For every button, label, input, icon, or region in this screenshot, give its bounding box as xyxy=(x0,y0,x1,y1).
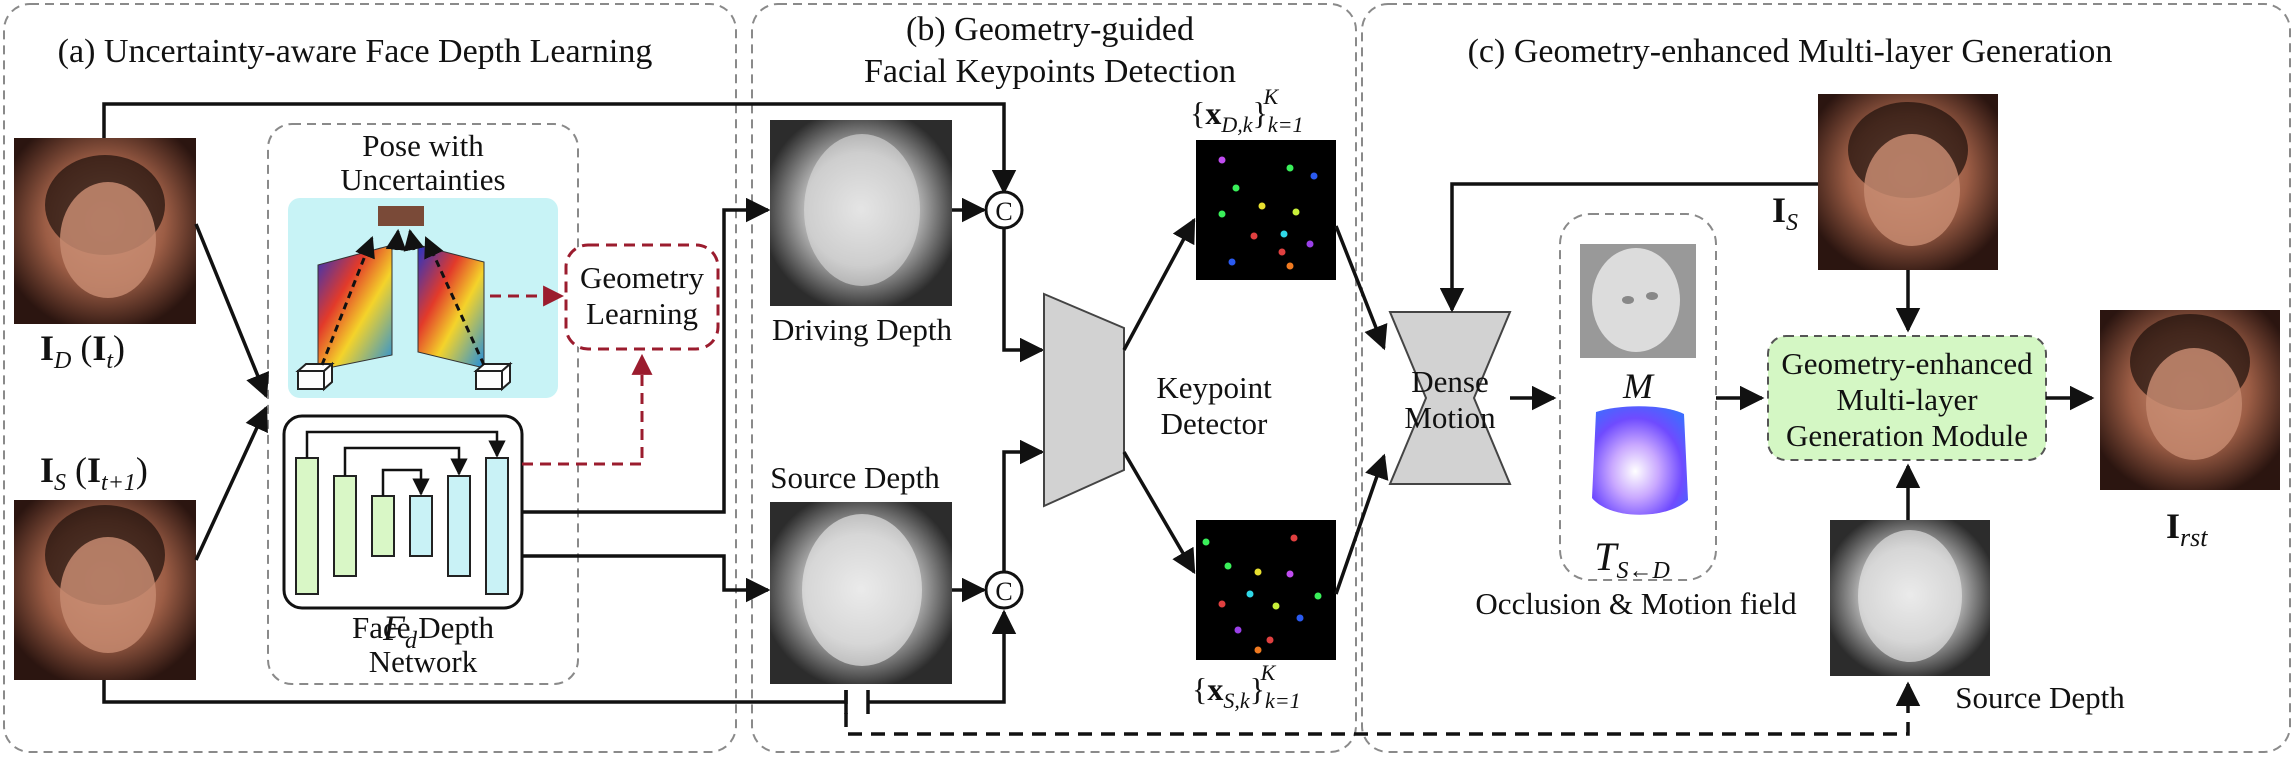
t-symbol: TS←D xyxy=(1594,534,1670,584)
fd-symbol: Fd xyxy=(382,608,418,654)
driving-face-image xyxy=(14,138,196,324)
detector-line2: Detector xyxy=(1161,406,1268,441)
geometry-line2: Learning xyxy=(586,296,698,331)
geometry-learning-box xyxy=(564,243,720,351)
depth-net-line1: Face Depth xyxy=(352,610,495,645)
depth-net-line2: Network xyxy=(369,644,478,679)
label-i-s-c: IS xyxy=(1772,190,1798,236)
m-symbol: M xyxy=(1622,366,1655,406)
source-face-image xyxy=(14,500,196,680)
panel-b-frame xyxy=(751,3,1357,753)
unet-enc-1 xyxy=(295,457,319,595)
source-depth-label-c: Source Depth xyxy=(1955,680,2125,715)
unet-enc-3 xyxy=(371,495,395,557)
motion-field-image xyxy=(1580,406,1696,522)
camera-left xyxy=(295,361,335,392)
unet-dec-2 xyxy=(447,475,471,577)
panel-c-frame xyxy=(1361,3,2291,753)
keypoint-map-driving xyxy=(1196,140,1336,280)
concat-top-symbol: C xyxy=(995,197,1012,226)
module-line1: Geometry-enhanced xyxy=(1781,346,2033,381)
source-depth-image xyxy=(770,502,952,684)
pose-label-line1: Pose with xyxy=(362,128,484,163)
panel-a-title: (a) Uncertainty-aware Face Depth Learnin… xyxy=(58,33,653,70)
unet-dec-3 xyxy=(485,457,509,595)
uncertainty-map-left xyxy=(317,244,393,371)
source-depth-label: Source Depth xyxy=(770,460,940,495)
label-i-rst: Irst xyxy=(2166,506,2208,552)
dense-motion-block xyxy=(1388,311,1512,485)
keypoint-map-source xyxy=(1196,520,1336,660)
unet-enc-2 xyxy=(333,475,357,577)
keypoint-detector xyxy=(1043,292,1125,508)
driving-depth-label: Driving Depth xyxy=(772,312,952,347)
uncertainty-map-right xyxy=(417,244,485,369)
module-line2: Multi-layer xyxy=(1836,382,1978,417)
panel-b-title-line1: (b) Geometry-guided xyxy=(906,11,1194,48)
geometry-line1: Geometry xyxy=(580,260,704,295)
dense-line1: Dense xyxy=(1411,364,1488,399)
unet-dec-1 xyxy=(409,495,433,557)
occlusion-label: Occlusion & Motion field xyxy=(1475,586,1797,621)
kp-bottom-label: {xS,k}k=1K xyxy=(1192,660,1301,713)
dense-line2: Motion xyxy=(1404,400,1496,435)
driving-depth-image xyxy=(770,120,952,306)
panel-b-title-line2: Facial Keypoints Detection xyxy=(864,53,1236,90)
depth-learning-block xyxy=(267,123,579,685)
eye-patch xyxy=(378,206,424,226)
occlusion-motion-box xyxy=(1559,213,1717,581)
kp-top-label: {xD,k}k=1K xyxy=(1190,84,1304,137)
label-i-d: ID (It) xyxy=(40,328,125,374)
module-line3: Generation Module xyxy=(1786,418,2028,453)
source-depth-image-c xyxy=(1830,520,1990,676)
panel-c-title: (c) Geometry-enhanced Multi-layer Genera… xyxy=(1468,33,2113,70)
source-face-image-c xyxy=(1818,94,1998,270)
occlusion-mask-image xyxy=(1580,244,1696,358)
result-face-image xyxy=(2100,310,2280,490)
detector-line1: Keypoint xyxy=(1156,370,1272,405)
panel-a-frame xyxy=(3,3,737,753)
camera-right xyxy=(473,361,513,392)
concat-bottom-symbol: C xyxy=(995,577,1012,606)
pose-label-line2: Uncertainties xyxy=(340,162,505,197)
label-i-s: IS (It+1) xyxy=(40,450,148,496)
